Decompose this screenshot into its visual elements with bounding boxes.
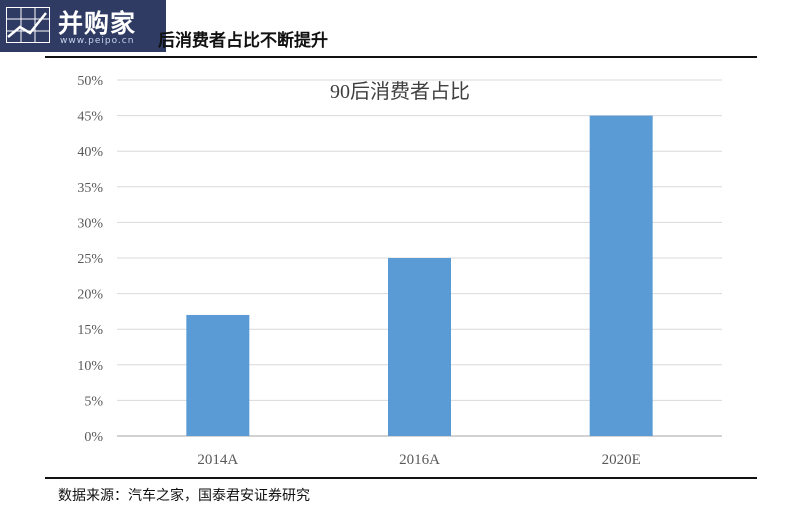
bar-2020E: [589, 115, 653, 436]
chart-title: 90后消费者占比: [330, 80, 470, 103]
y-tick-label: 15%: [77, 323, 103, 338]
y-tick-label: 50%: [77, 74, 103, 89]
y-tick-label: 30%: [77, 216, 103, 231]
y-tick-label: 40%: [77, 145, 103, 160]
bar-2016A: [388, 258, 451, 436]
bar-2014A: [186, 314, 250, 436]
top-rule: [45, 56, 757, 58]
x-tick-label: 2014A: [197, 452, 238, 468]
logo-chart-icon: [6, 7, 50, 43]
y-tick-label: 5%: [84, 394, 103, 409]
bar-chart: 0%5%10%15%20%25%30%35%40%45%50% 2014A 201…: [77, 74, 722, 468]
y-tick-label: 35%: [77, 181, 103, 196]
data-source: 数据来源：汽车之家，国泰君安证券研究: [58, 488, 310, 504]
x-tick-label: 2016A: [399, 452, 440, 468]
bars: [186, 115, 653, 436]
y-tick-label: 0%: [84, 430, 103, 445]
y-axis: 0% 5% 10% 15% 20% 25% 30% 35% 40% 45% 50%: [77, 74, 103, 445]
logo-url: www.peipo.cn: [60, 36, 135, 46]
page-title: 后消费者占比不断提升: [158, 31, 328, 51]
logo: 并购家 www.peipo.cn: [0, 0, 166, 52]
x-tick-label: 2020E: [602, 452, 641, 468]
x-axis: 2014A 2016A 2020E: [197, 452, 640, 468]
y-tick-label: 20%: [77, 288, 103, 303]
y-tick-label: 25%: [77, 252, 103, 267]
bottom-rule: [45, 477, 757, 479]
y-tick-label: 45%: [77, 110, 103, 125]
logo-name: 并购家: [58, 9, 137, 38]
y-tick-label: 10%: [77, 359, 103, 374]
